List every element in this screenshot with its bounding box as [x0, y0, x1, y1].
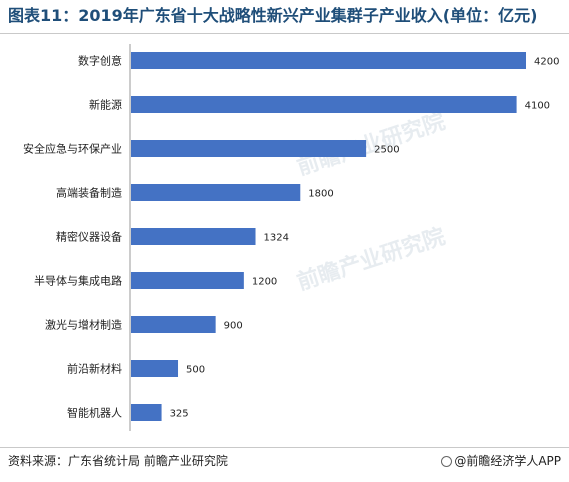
value-label: 2500 — [374, 145, 399, 156]
category-label: 激光与增材制造 — [45, 318, 122, 332]
value-label: 500 — [186, 365, 205, 376]
value-label: 4200 — [534, 57, 559, 68]
value-label: 325 — [170, 409, 189, 420]
category-label: 安全应急与环保产业 — [23, 142, 122, 156]
category-label: 新能源 — [89, 98, 122, 112]
chart-title: 图表11：2019年广东省十大战略性新兴产业集群子产业收入(单位：亿元) — [8, 6, 538, 25]
bar — [131, 140, 367, 157]
category-label: 前沿新材料 — [67, 362, 122, 376]
category-label: 智能机器人 — [67, 406, 122, 420]
title-divider — [0, 33, 569, 34]
value-label: 4100 — [525, 101, 550, 112]
bar — [131, 316, 216, 333]
bars: 数字创意 4200 新能源 4100 安全应急与环保产业 2500 高端装备制造 1800 精密… — [23, 52, 559, 421]
bar — [131, 96, 517, 113]
bar — [131, 52, 526, 69]
category-label: 数字创意 — [78, 54, 122, 68]
value-label: 1324 — [264, 233, 289, 244]
source-note: 资料来源：广东省统计局 前瞻产业研究院 — [8, 454, 228, 468]
category-label: 高端装备制造 — [56, 186, 122, 200]
value-label: 900 — [224, 321, 243, 332]
source-divider — [0, 447, 569, 448]
category-label: 精密仪器设备 — [56, 230, 122, 244]
bar — [131, 272, 244, 289]
bar — [131, 184, 301, 201]
bar — [131, 228, 256, 245]
brand-credit: @前瞻经济学人APP — [441, 452, 561, 469]
bar — [131, 360, 179, 377]
bar — [131, 404, 162, 421]
category-label: 半导体与集成电路 — [34, 274, 122, 288]
value-label: 1800 — [308, 189, 333, 200]
brand-text: @前瞻经济学人APP — [454, 454, 561, 468]
brand-logo-icon — [441, 456, 453, 467]
value-label: 1200 — [252, 277, 277, 288]
watermark-text: 前瞻产业研究院 — [294, 223, 449, 295]
